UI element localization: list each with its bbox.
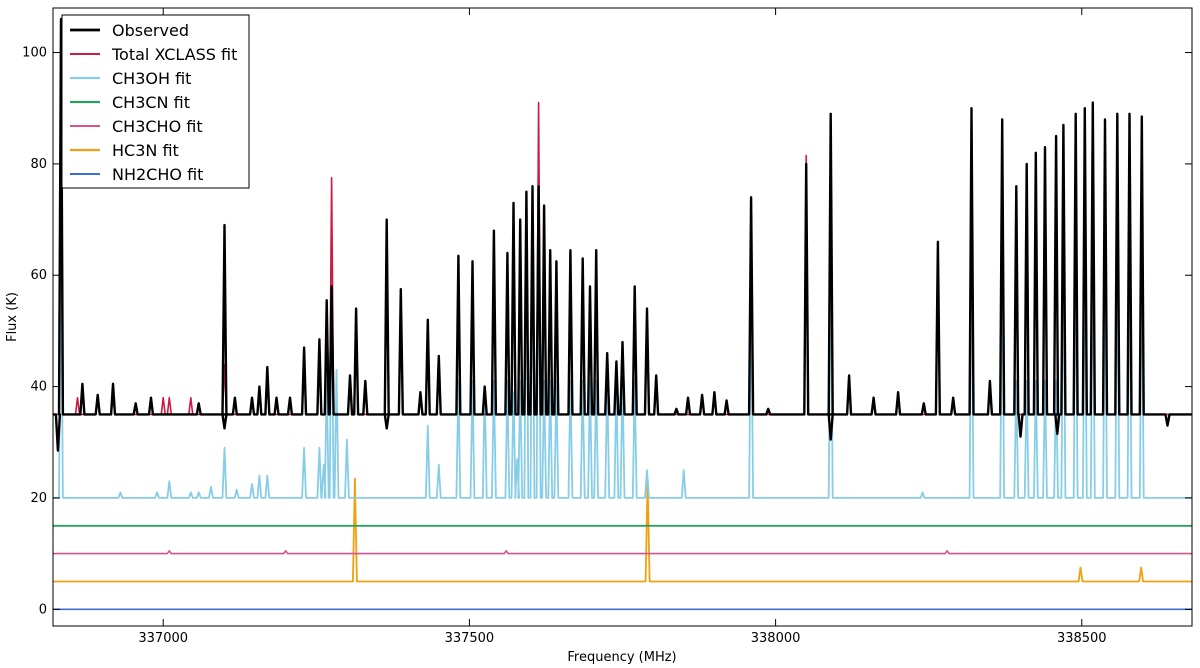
legend: Observed Total XCLASS fit CH3OH fit CH3CN f… xyxy=(61,14,250,189)
legend-label-ch3cn-fit: CH3CN fit xyxy=(112,93,190,112)
y-tick-label: 100 xyxy=(22,46,47,61)
legend-box xyxy=(61,14,250,189)
series-line-hc3n-fit xyxy=(53,477,1192,583)
y-tick-label: 40 xyxy=(30,380,47,395)
x-tick-label: 338000 xyxy=(751,631,801,646)
series-layer xyxy=(53,17,1192,611)
legend-label-ch3cho-fit: CH3CHO fit xyxy=(112,117,203,136)
legend-label-total-xclass-fit: Total XCLASS fit xyxy=(111,45,237,64)
x-axis-title: Frequency (MHz) xyxy=(567,650,676,665)
legend-label-nh2cho-fit: NH2CHO fit xyxy=(112,165,203,184)
ticks-layer: 337000 337500 338000 338500 0 20 40 60 80 100 xyxy=(22,8,1192,646)
plot-frame xyxy=(52,7,1193,627)
series-line-ch3cho-fit xyxy=(53,550,1192,555)
y-tick-label: 60 xyxy=(30,268,47,283)
x-tick-label: 338500 xyxy=(1057,631,1107,646)
x-tick-label: 337500 xyxy=(445,631,495,646)
y-tick-label: 0 xyxy=(39,602,47,617)
legend-label-ch3oh-fit: CH3OH fit xyxy=(112,69,191,88)
legend-label-observed: Observed xyxy=(112,21,189,40)
y-axis-title: Flux (K) xyxy=(5,292,20,342)
legend-label-hc3n-fit: HC3N fit xyxy=(112,141,179,160)
series-line-observed xyxy=(53,17,1192,452)
y-tick-label: 20 xyxy=(30,491,47,506)
x-tick-label: 337000 xyxy=(138,631,188,646)
y-tick-label: 80 xyxy=(30,157,47,172)
